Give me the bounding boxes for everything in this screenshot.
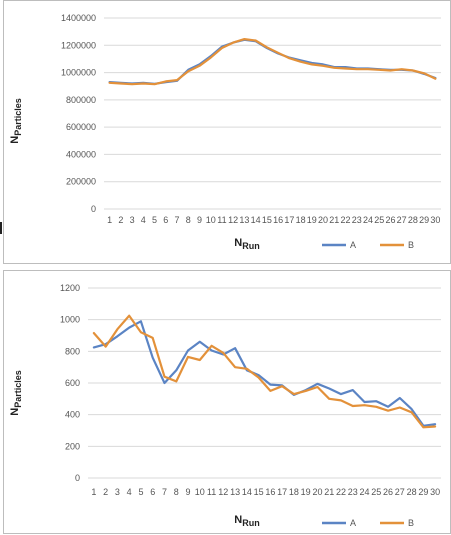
x-tick-label: 23 [352, 215, 362, 225]
x-tick-label: 22 [336, 487, 346, 497]
chart-panel-particles-bottom: 0 200 400 600 800 1000 1200 1 2 3 4 5 6 7 8 9 10 11 12 13 14… [3, 270, 451, 534]
x-tick-label: 7 [162, 487, 167, 497]
legend-label-A: A [350, 240, 356, 250]
y-tick-label: 600 [65, 378, 80, 388]
chart-panel-particles-top: 0 200000 400000 600000 800000 1000000 1200000 1… [3, 0, 451, 264]
y-axis-label: NParticles [9, 370, 23, 415]
x-tick-label: 15 [262, 215, 272, 225]
x-tick-label: 12 [228, 215, 238, 225]
y-tick-label: 0 [91, 204, 96, 214]
x-tick-label: 21 [329, 215, 339, 225]
x-tick-label: 11 [217, 215, 226, 225]
x-tick-label: 23 [348, 487, 358, 497]
x-tick-label: 13 [239, 215, 249, 225]
x-tick-label: 16 [265, 487, 275, 497]
y-tick-label: 200 [65, 441, 80, 451]
x-tick-label: 3 [115, 487, 120, 497]
x-tick-label: 5 [138, 487, 143, 497]
x-tick-label: 8 [174, 487, 179, 497]
x-tick-label: 29 [419, 215, 429, 225]
x-tick-label: 17 [277, 487, 287, 497]
line-chart-top: 0 200000 400000 600000 800000 1000000 1200000 1… [9, 13, 441, 251]
x-tick-label: 9 [186, 487, 191, 497]
x-tick-label: 17 [284, 215, 294, 225]
y-tick-label: 1000000 [61, 68, 96, 78]
x-axis-label: NRun [234, 237, 259, 251]
legend-label-B: B [408, 518, 414, 528]
x-tick-label: 12 [218, 487, 228, 497]
x-tick-label: 22 [341, 215, 351, 225]
x-axis-label: NRun [234, 514, 259, 528]
x-tick-label: 27 [397, 215, 407, 225]
x-tick-label: 10 [195, 487, 205, 497]
x-tick-label: 16 [273, 215, 283, 225]
x-tick-label: 1 [91, 487, 96, 497]
page-edge-mark [0, 222, 2, 234]
x-tick-label: 21 [324, 487, 334, 497]
x-tick-label: 3 [130, 215, 135, 225]
y-tick-label: 800 [65, 346, 80, 356]
series-line-B [108, 37, 437, 86]
x-tick-label: 2 [118, 215, 123, 225]
y-tick-label: 1200000 [61, 40, 96, 50]
x-tick-label: 29 [418, 487, 428, 497]
x-tick-label: 14 [242, 487, 252, 497]
x-tick-label: 13 [230, 487, 240, 497]
x-tick-label: 7 [175, 215, 180, 225]
x-tick-label: 18 [296, 215, 306, 225]
series-line-A [92, 320, 437, 427]
x-tick-label: 19 [301, 487, 311, 497]
x-tick-label: 4 [127, 487, 132, 497]
x-tick-label: 19 [307, 215, 317, 225]
y-tick-label: 1400000 [61, 13, 96, 23]
x-tick-label: 4 [141, 215, 146, 225]
x-tick-label: 8 [186, 215, 191, 225]
y-tick-label: 1200 [60, 283, 80, 293]
x-tick-label: 28 [407, 487, 417, 497]
legend-label-A: A [350, 518, 356, 528]
x-tick-label: 14 [251, 215, 261, 225]
x-tick-label: 27 [395, 487, 405, 497]
x-tick-label: 6 [163, 215, 168, 225]
y-axis-label: NParticles [9, 98, 23, 143]
x-tick-label: 9 [197, 215, 202, 225]
x-tick-label: 5 [152, 215, 157, 225]
y-tick-label: 200000 [66, 177, 96, 187]
x-tick-label: 10 [206, 215, 216, 225]
series-line-A [108, 38, 437, 85]
x-tick-label: 25 [374, 215, 384, 225]
legend-label-B: B [408, 240, 414, 250]
x-tick-label: 30 [430, 487, 440, 497]
y-tick-label: 400 [65, 410, 80, 420]
x-tick-label: 24 [360, 487, 370, 497]
x-tick-label: 24 [363, 215, 373, 225]
x-tick-label: 18 [289, 487, 299, 497]
x-tick-label: 15 [254, 487, 264, 497]
x-tick-label: 26 [385, 215, 395, 225]
x-tick-label: 26 [383, 487, 393, 497]
y-tick-label: 0 [75, 473, 80, 483]
y-tick-label: 1000 [60, 315, 80, 325]
x-tick-label: 2 [103, 487, 108, 497]
x-tick-label: 20 [312, 487, 322, 497]
x-tick-label: 11 [207, 487, 216, 497]
x-tick-label: 20 [318, 215, 328, 225]
series-line-B [92, 314, 437, 429]
y-tick-label: 600000 [66, 122, 96, 132]
x-tick-label: 25 [371, 487, 381, 497]
y-tick-label: 400000 [66, 149, 96, 159]
x-tick-label: 6 [150, 487, 155, 497]
x-tick-label: 1 [107, 215, 112, 225]
y-tick-label: 800000 [66, 95, 96, 105]
x-tick-label: 30 [430, 215, 440, 225]
x-tick-label: 28 [408, 215, 418, 225]
